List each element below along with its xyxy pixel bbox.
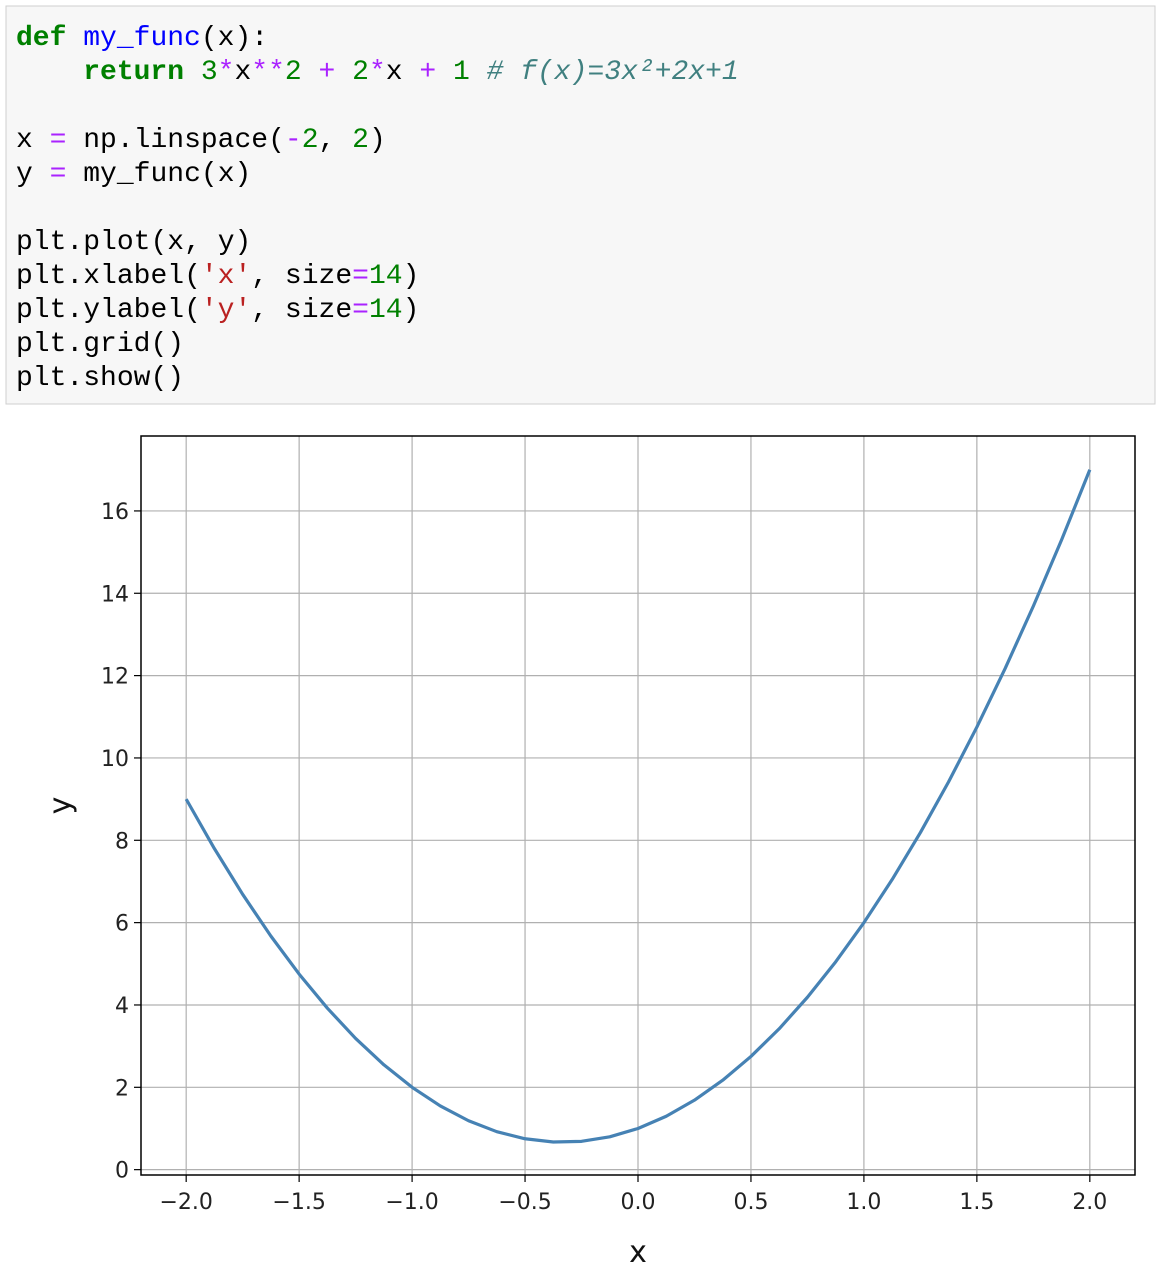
y-tick-label: 14	[101, 582, 129, 607]
code-line: x = np.linspace(-2, 2)	[16, 125, 386, 156]
y-axis-label: y	[43, 797, 78, 815]
code-line: plt.xlabel('x', size=14)	[16, 261, 419, 292]
x-tick-label: 1.0	[846, 1190, 881, 1215]
data-line	[184, 469, 1092, 1144]
code-cell	[5, 5, 1156, 405]
x-tick-label: 2.0	[1072, 1190, 1107, 1215]
y-tick-label: 6	[115, 912, 129, 937]
y-tick-label: 8	[115, 829, 129, 854]
y-tick-label: 10	[101, 747, 129, 772]
y-tick-label: 12	[101, 665, 129, 690]
x-tick-label: 0.0	[621, 1190, 656, 1215]
code-line: y = my_func(x)	[16, 159, 251, 190]
plot-frame	[140, 435, 1136, 1176]
x-tick-label: −0.5	[498, 1190, 551, 1215]
x-tick-label: −2.0	[159, 1190, 212, 1215]
code-line: plt.grid()	[16, 329, 184, 360]
code-line: return 3*x**2 + 2*x + 1 # f(x)=3x²+2x+1	[16, 57, 739, 88]
code-line: plt.show()	[16, 363, 184, 394]
code-line: plt.plot(x, y)	[16, 227, 251, 258]
code-line: def my_func(x):	[16, 23, 268, 54]
x-tick-label: 1.5	[959, 1190, 994, 1215]
y-tick-label: 4	[115, 994, 129, 1019]
y-tick-label: 0	[115, 1159, 129, 1184]
code-line: plt.ylabel('y', size=14)	[16, 295, 419, 326]
chart: −2.0 −1.5 −1.0 −0.5 0.0 0.5 1.0 1.5 2.0 0 2 4 6 8 10 12…	[43, 435, 1136, 1270]
y-tick-label: 2	[115, 1076, 129, 1101]
x-tick-label: 0.5	[733, 1190, 768, 1215]
code: def my_func(x): return 3*x**2 + 2*x + 1 …	[16, 23, 739, 394]
y-tick-label: 16	[101, 500, 129, 525]
x-axis-label: x	[629, 1235, 647, 1270]
x-tick-label: −1.0	[385, 1190, 438, 1215]
x-tick-label: −1.5	[272, 1190, 325, 1215]
